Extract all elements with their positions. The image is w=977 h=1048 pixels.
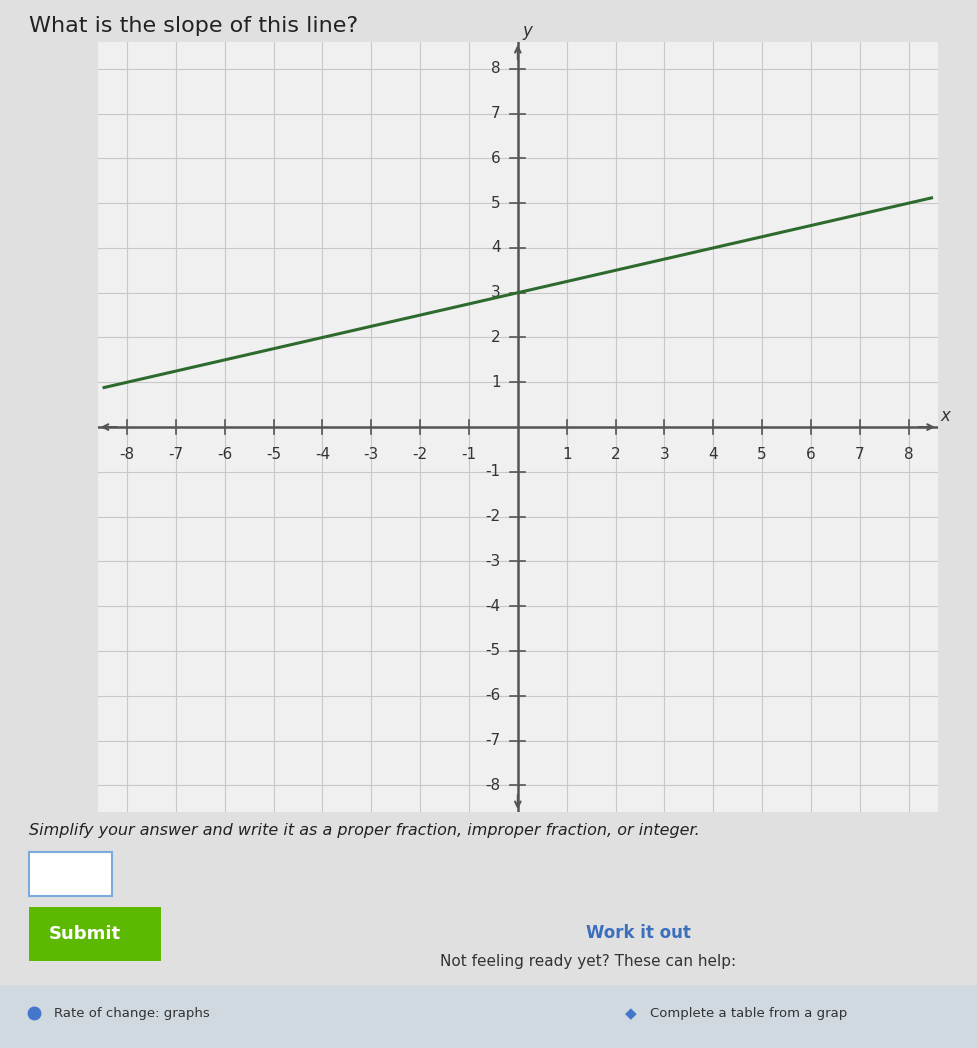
Text: Work it out: Work it out — [586, 924, 691, 942]
Text: 2: 2 — [611, 447, 620, 462]
Text: 4: 4 — [491, 240, 500, 256]
Text: 3: 3 — [659, 447, 669, 462]
Text: 2: 2 — [491, 330, 500, 345]
Text: -8: -8 — [486, 778, 500, 793]
Text: Not feeling ready yet? These can help:: Not feeling ready yet? These can help: — [440, 954, 736, 968]
Text: ◆: ◆ — [625, 1006, 637, 1021]
Text: 7: 7 — [491, 106, 500, 122]
Text: -1: -1 — [461, 447, 477, 462]
Text: 6: 6 — [491, 151, 500, 166]
Text: What is the slope of this line?: What is the slope of this line? — [29, 16, 359, 36]
Text: 7: 7 — [855, 447, 865, 462]
Text: -6: -6 — [217, 447, 233, 462]
Text: -8: -8 — [119, 447, 135, 462]
Text: -2: -2 — [412, 447, 428, 462]
Text: 6: 6 — [806, 447, 816, 462]
Text: y: y — [523, 22, 532, 40]
Text: x: x — [940, 407, 951, 424]
Text: Submit: Submit — [49, 924, 121, 943]
Text: Complete a table from a grap: Complete a table from a grap — [650, 1007, 847, 1020]
Text: -7: -7 — [486, 733, 500, 748]
Text: 1: 1 — [491, 375, 500, 390]
Text: -2: -2 — [486, 509, 500, 524]
Text: -5: -5 — [266, 447, 281, 462]
Text: -4: -4 — [486, 598, 500, 614]
Text: Rate of change: graphs: Rate of change: graphs — [54, 1007, 209, 1020]
Text: -4: -4 — [315, 447, 330, 462]
Text: -7: -7 — [168, 447, 184, 462]
Text: 4: 4 — [708, 447, 718, 462]
Text: -5: -5 — [486, 643, 500, 658]
Text: 8: 8 — [904, 447, 913, 462]
Text: 5: 5 — [491, 196, 500, 211]
Text: 3: 3 — [491, 285, 500, 300]
Text: 5: 5 — [757, 447, 767, 462]
Text: -6: -6 — [486, 689, 500, 703]
Text: -3: -3 — [486, 554, 500, 569]
Text: Simplify your answer and write it as a proper fraction, improper fraction, or in: Simplify your answer and write it as a p… — [29, 823, 701, 837]
Text: 1: 1 — [562, 447, 572, 462]
Text: -1: -1 — [486, 464, 500, 479]
Text: -3: -3 — [363, 447, 379, 462]
Text: 8: 8 — [491, 61, 500, 77]
